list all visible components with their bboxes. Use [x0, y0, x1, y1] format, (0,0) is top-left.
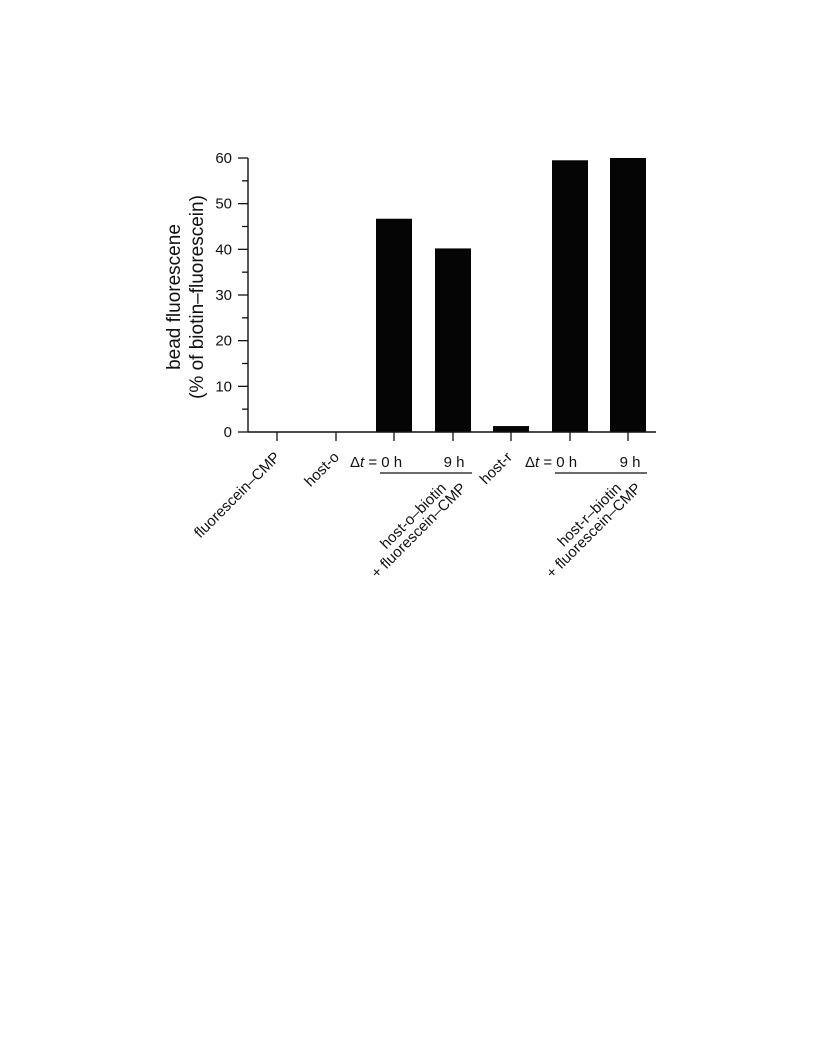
y-tick-label: 40 — [215, 241, 232, 258]
y-axis-title-line2: (% of biotin–fluorescein) — [187, 195, 208, 399]
y-ticks-group: 0 10 20 30 40 50 60 — [215, 150, 248, 441]
bar — [435, 248, 471, 432]
bar — [552, 160, 588, 433]
bars-group — [376, 158, 646, 433]
category-label-fluorescein-cmp: fluorescein–CMP — [191, 449, 284, 542]
bar — [376, 218, 412, 432]
y-tick-label: 60 — [215, 150, 232, 167]
category-label-host-o: host-o — [301, 449, 343, 491]
group1-label-line2: + fluorescein–CMP — [368, 480, 470, 582]
nine-h-label-group2: 9 h — [620, 454, 641, 471]
delta-t-label-group1: Δt = 0 h — [350, 454, 402, 471]
y-tick-label: 10 — [215, 378, 232, 395]
y-tick-label: 20 — [215, 333, 232, 350]
delta-t-label-group2: Δt = 0 h — [525, 454, 577, 471]
category-label-host-r: host-r — [477, 449, 516, 488]
y-tick-label: 30 — [215, 287, 232, 304]
group2-label-line2: + fluorescein–CMP — [543, 480, 645, 582]
y-tick-label: 50 — [215, 196, 232, 213]
bar — [493, 426, 529, 432]
y-tick-label: 0 — [224, 424, 232, 441]
y-axis-title: bead fluorescene — [164, 224, 185, 370]
bar — [610, 158, 646, 432]
x-ticks-group — [276, 432, 629, 441]
nine-h-label-group1: 9 h — [444, 454, 465, 471]
